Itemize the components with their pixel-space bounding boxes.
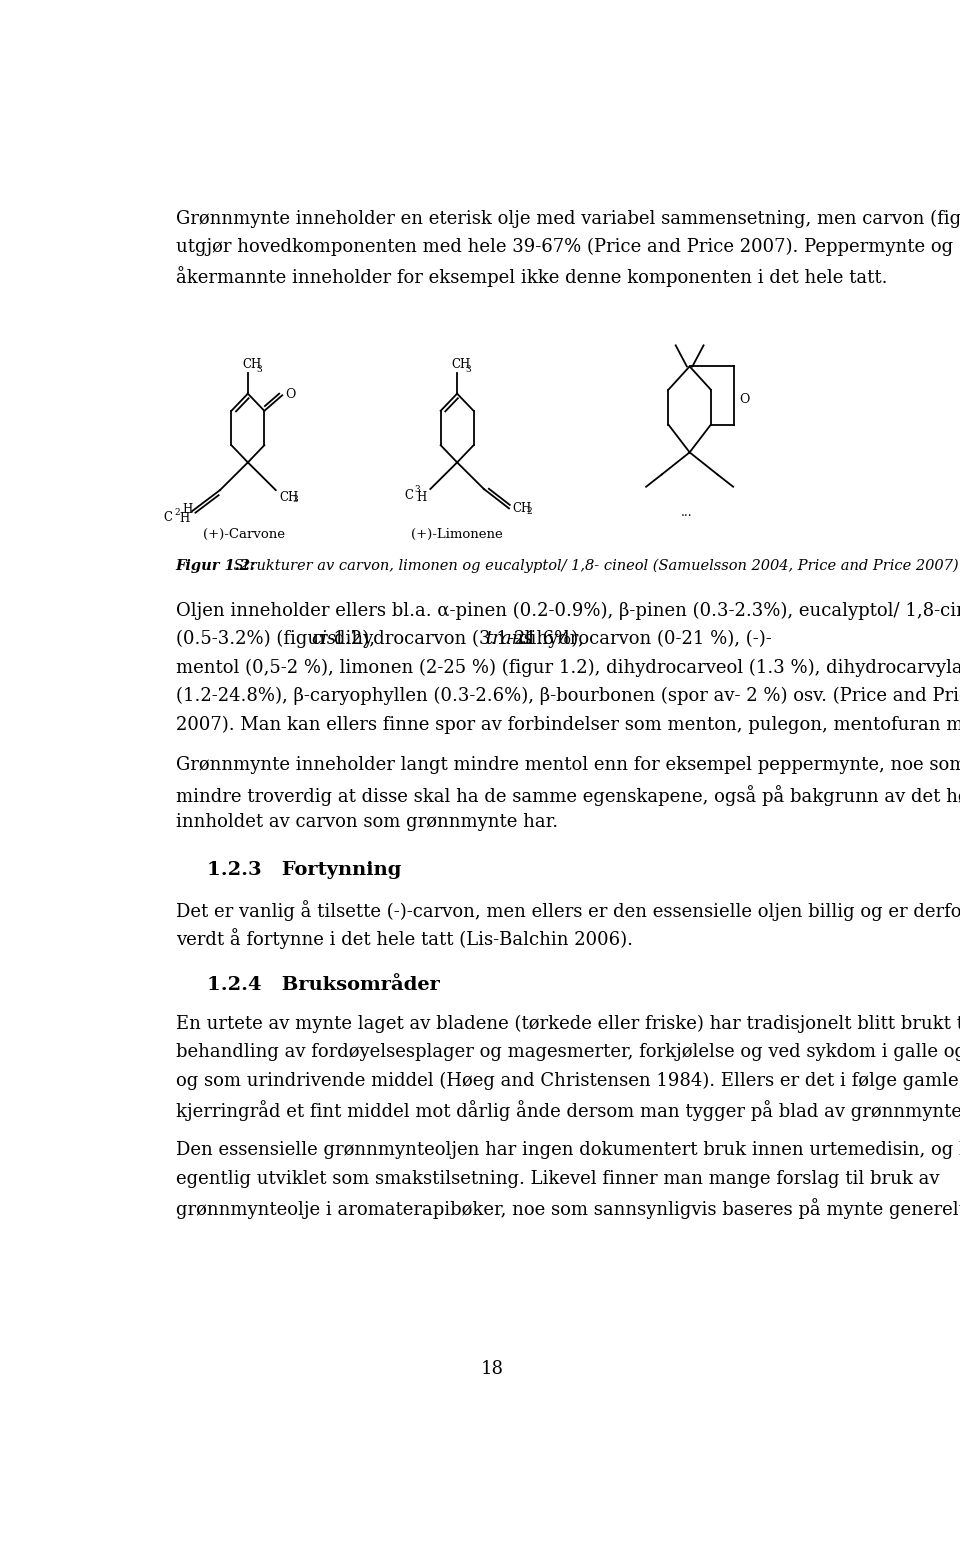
Text: innholdet av carvon som grønnmynte har.: innholdet av carvon som grønnmynte har. xyxy=(176,813,558,832)
Text: Strukturer av carvon, limonen og eucalyptol/ 1,8- cineol (Samuelsson 2004, Price: Strukturer av carvon, limonen og eucalyp… xyxy=(229,559,960,573)
Text: (0.5-3.2%) (figur 1.2),: (0.5-3.2%) (figur 1.2), xyxy=(176,630,380,649)
Text: 3: 3 xyxy=(466,365,471,374)
Text: Figur 1.2:: Figur 1.2: xyxy=(176,559,256,573)
Text: trans: trans xyxy=(485,630,533,647)
Text: 2007). Man kan ellers finne spor av forbindelser som menton, pulegon, mentofuran: 2007). Man kan ellers finne spor av forb… xyxy=(176,715,960,734)
Text: En urtete av mynte laget av bladene (tørkede eller friske) har tradisjonelt blit: En urtete av mynte laget av bladene (tør… xyxy=(176,1015,960,1034)
Text: H: H xyxy=(417,490,426,503)
Text: cis: cis xyxy=(311,630,336,647)
Text: Det er vanlig å tilsette (-)-carvon, men ellers er den essensielle oljen billig : Det er vanlig å tilsette (-)-carvon, men… xyxy=(176,900,960,920)
Text: 1.2.3   Fortynning: 1.2.3 Fortynning xyxy=(206,861,401,878)
Text: ···: ··· xyxy=(681,509,693,523)
Text: mentol (0,5-2 %), limonen (2-25 %) (figur 1.2), dihydrocarveol (1.3 %), dihydroc: mentol (0,5-2 %), limonen (2-25 %) (figu… xyxy=(176,658,960,677)
Text: 3: 3 xyxy=(293,495,299,504)
Text: -dihydrocarvon (3.1-21.6%),: -dihydrocarvon (3.1-21.6%), xyxy=(327,630,589,649)
Text: verdt å fortynne i det hele tatt (Lis-Balchin 2006).: verdt å fortynne i det hele tatt (Lis-Ba… xyxy=(176,928,633,950)
Text: egentlig utviklet som smakstilsetning. Likevel finner man mange forslag til bruk: egentlig utviklet som smakstilsetning. L… xyxy=(176,1170,939,1187)
Text: mindre troverdig at disse skal ha de samme egenskapene, også på bakgrunn av det : mindre troverdig at disse skal ha de sam… xyxy=(176,785,960,805)
Text: åkermannte inneholder for eksempel ikke denne komponenten i det hele tatt.: åkermannte inneholder for eksempel ikke … xyxy=(176,267,887,287)
Text: O: O xyxy=(739,394,750,407)
Text: 1.2.4   Bruksområder: 1.2.4 Bruksområder xyxy=(206,976,440,993)
Text: 3: 3 xyxy=(415,486,420,494)
Text: H: H xyxy=(180,512,190,525)
Text: 2: 2 xyxy=(175,508,180,517)
Text: CH: CH xyxy=(243,359,262,371)
Text: -dihydrocarvon (0-21 %), (-)-: -dihydrocarvon (0-21 %), (-)- xyxy=(514,630,772,649)
Text: CH: CH xyxy=(512,501,532,515)
Text: Grønnmynte inneholder langt mindre mentol enn for eksempel peppermynte, noe som : Grønnmynte inneholder langt mindre mento… xyxy=(176,756,960,774)
Text: (+)-Limonene: (+)-Limonene xyxy=(411,528,503,542)
Text: kjerringråd et fint middel mot dårlig ånde dersom man tygger på blad av grønnmyn: kjerringråd et fint middel mot dårlig ån… xyxy=(176,1100,960,1122)
Text: CH: CH xyxy=(279,490,299,504)
Text: Grønnmynte inneholder en eterisk olje med variabel sammensetning, men carvon (fi: Grønnmynte inneholder en eterisk olje me… xyxy=(176,210,960,228)
Text: 3: 3 xyxy=(256,365,262,374)
Text: Den essensielle grønnmynteoljen har ingen dokumentert bruk innen urtemedisin, og: Den essensielle grønnmynteoljen har inge… xyxy=(176,1141,960,1159)
Text: C: C xyxy=(404,489,414,501)
Text: og som urindrivende middel (Høeg and Christensen 1984). Ellers er det i følge ga: og som urindrivende middel (Høeg and Chr… xyxy=(176,1072,958,1090)
Text: (+)-Carvone: (+)-Carvone xyxy=(203,528,285,542)
Text: H: H xyxy=(182,503,193,515)
Text: grønnmynteolje i aromaterapibøker, noe som sannsynligvis baseres på mynte genere: grønnmynteolje i aromaterapibøker, noe s… xyxy=(176,1198,960,1220)
Text: CH: CH xyxy=(452,359,471,371)
Text: O: O xyxy=(285,388,296,400)
Text: behandling av fordøyelsesplager og magesmerter, forkjølelse og ved sykdom i gall: behandling av fordøyelsesplager og mages… xyxy=(176,1043,960,1062)
Text: 18: 18 xyxy=(481,1360,503,1378)
Text: (1.2-24.8%), β-caryophyllen (0.3-2.6%), β-bourbonen (spor av- 2 %) osv. (Price a: (1.2-24.8%), β-caryophyllen (0.3-2.6%), … xyxy=(176,688,960,705)
Text: Oljen inneholder ellers bl.a. α-pinen (0.2-0.9%), β-pinen (0.3-2.3%), eucalyptol: Oljen inneholder ellers bl.a. α-pinen (0… xyxy=(176,602,960,619)
Text: C: C xyxy=(164,511,173,525)
Text: 2: 2 xyxy=(526,508,532,515)
Text: utgjør hovedkomponenten med hele 39-67% (Price and Price 2007). Peppermynte og: utgjør hovedkomponenten med hele 39-67% … xyxy=(176,237,953,256)
